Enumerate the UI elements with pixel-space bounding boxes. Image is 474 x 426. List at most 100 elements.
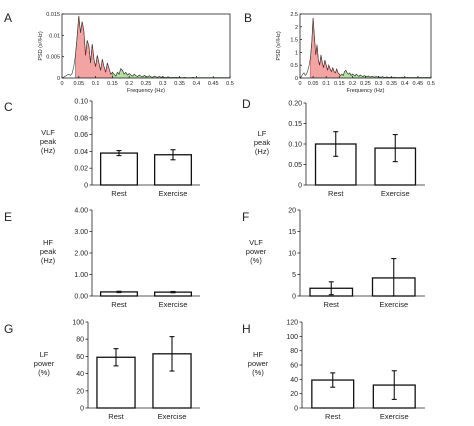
y-tick-label: 80	[76, 337, 84, 344]
y-axis-label: power	[246, 247, 267, 256]
ulf-area	[300, 57, 311, 78]
y-axis-label: peak	[40, 247, 57, 256]
y-axis-label: peak	[40, 137, 57, 146]
y-tick-label: 0.01	[49, 33, 60, 39]
y-tick-label: 0.00	[74, 294, 88, 301]
panel-letter: D	[242, 97, 251, 111]
x-tick-label: Exercise	[159, 189, 188, 198]
y-tick-label: 3.00	[74, 229, 88, 236]
x-tick-label: 0.25	[141, 81, 152, 87]
x-tick-label: Rest	[111, 300, 127, 309]
y-tick-label: 0.15	[288, 121, 302, 128]
x-tick-label: 0.3	[159, 81, 167, 87]
y-tick-label: 1	[295, 50, 298, 56]
y-tick-label: 2.5	[290, 12, 298, 18]
y-axis-label: power	[248, 359, 269, 368]
y-tick-label: 0.04	[74, 149, 88, 156]
y-tick-label: 0	[80, 406, 84, 413]
y-tick-label: 0	[292, 294, 296, 301]
x-tick-label: Rest	[328, 189, 344, 198]
y-tick-label: 80	[290, 348, 298, 355]
x-tick-label: Rest	[111, 189, 127, 198]
x-tick-label: 0.2	[125, 81, 133, 87]
x-tick-label: 0	[60, 81, 63, 87]
x-tick-label: 0.4	[401, 81, 409, 87]
ulf-area	[62, 55, 76, 78]
panel-letter: G	[4, 322, 13, 336]
x-tick-label: 0.45	[413, 81, 424, 87]
panel-letter: E	[4, 210, 12, 224]
x-tick-label: Rest	[108, 412, 124, 421]
y-tick-label: 1.00	[74, 272, 88, 279]
y-tick-label: 0.05	[288, 162, 302, 169]
y-tick-label: 10	[288, 251, 296, 258]
x-tick-label: 0	[298, 81, 301, 87]
x-tick-label: Exercise	[158, 412, 187, 421]
vlf-band-area	[75, 15, 113, 78]
y-tick-label: 0	[57, 76, 60, 82]
panel-letter: H	[242, 322, 251, 336]
x-axis-label: Frequency (Hz)	[127, 88, 165, 94]
x-tick-label: 0.5	[427, 81, 435, 87]
y-tick-label: 0	[294, 406, 298, 413]
y-tick-label: 20	[76, 388, 84, 395]
panel-b: B0 0.05 0.1 0.15 0.2 0.25 0.3 0.35 0.4 0.45 0.500.…	[244, 11, 435, 94]
y-tick-label: 60	[290, 363, 298, 370]
lf-band-area	[339, 69, 431, 78]
x-axis-label: Frequency (Hz)	[347, 88, 385, 94]
y-axis-label: (%)	[38, 368, 50, 377]
x-tick-label: 0.45	[208, 81, 219, 87]
y-tick-label: 20	[290, 391, 298, 398]
y-tick-label: 1.5	[290, 38, 298, 44]
x-tick-label: 0.4	[193, 81, 201, 87]
panel-letter: C	[4, 100, 13, 114]
y-tick-label: 60	[76, 354, 84, 361]
y-tick-label: 100	[72, 320, 84, 327]
y-axis-label: (Hz)	[41, 256, 56, 265]
y-tick-label: 0.08	[74, 115, 88, 122]
y-tick-label: 20	[288, 208, 296, 215]
x-tick-label: 0.15	[334, 81, 345, 87]
panel-a: A 0 0.05 0.1 0.15 0.2 0.25 0.3 0.35 0.4 0.45 0.5 0 0.…	[4, 11, 234, 94]
x-tick-label: Rest	[325, 412, 341, 421]
y-tick-label: 0.10	[74, 99, 88, 106]
y-tick-label: 0.015	[46, 12, 60, 18]
x-tick-label: 0.5	[226, 81, 234, 87]
y-axis-label: VLF	[41, 128, 55, 137]
y-tick-label: 0.20	[288, 101, 302, 108]
bar-rest	[99, 152, 139, 186]
x-tick-label: Exercise	[379, 300, 408, 309]
x-tick-label: 0.35	[386, 81, 397, 87]
lf-band-area	[112, 67, 230, 78]
panel-letter: B	[244, 11, 252, 25]
y-axis-label: HF	[43, 238, 53, 247]
y-axis-label: HF	[253, 350, 263, 359]
x-tick-label: 0.05	[308, 81, 319, 87]
y-tick-label: 120	[286, 320, 298, 327]
y-tick-label: 2	[295, 25, 298, 31]
y-tick-label: 0	[295, 76, 298, 82]
y-axis-label: PSD (s²/Hz)	[276, 31, 282, 61]
y-tick-label: 15	[288, 229, 296, 236]
x-tick-label: 0.1	[322, 81, 330, 87]
x-tick-label: 0.1	[92, 81, 100, 87]
vlf-band-area	[310, 17, 340, 78]
y-tick-label: 0	[298, 183, 302, 190]
y-axis-label: (%)	[250, 256, 262, 265]
y-tick-label: 0.10	[288, 142, 302, 149]
x-tick-label: 0.3	[375, 81, 383, 87]
x-tick-label: Exercise	[380, 412, 409, 421]
y-axis-label: LF	[258, 129, 267, 138]
y-axis-label: VLF	[249, 238, 263, 247]
y-tick-label: 0.02	[74, 166, 88, 173]
y-axis-label: (Hz)	[41, 146, 56, 155]
y-axis-label: PSD (s²/Hz)	[38, 31, 44, 61]
y-tick-label: 0.005	[46, 55, 60, 61]
x-tick-label: 0.15	[107, 81, 118, 87]
x-tick-label: Rest	[324, 300, 340, 309]
